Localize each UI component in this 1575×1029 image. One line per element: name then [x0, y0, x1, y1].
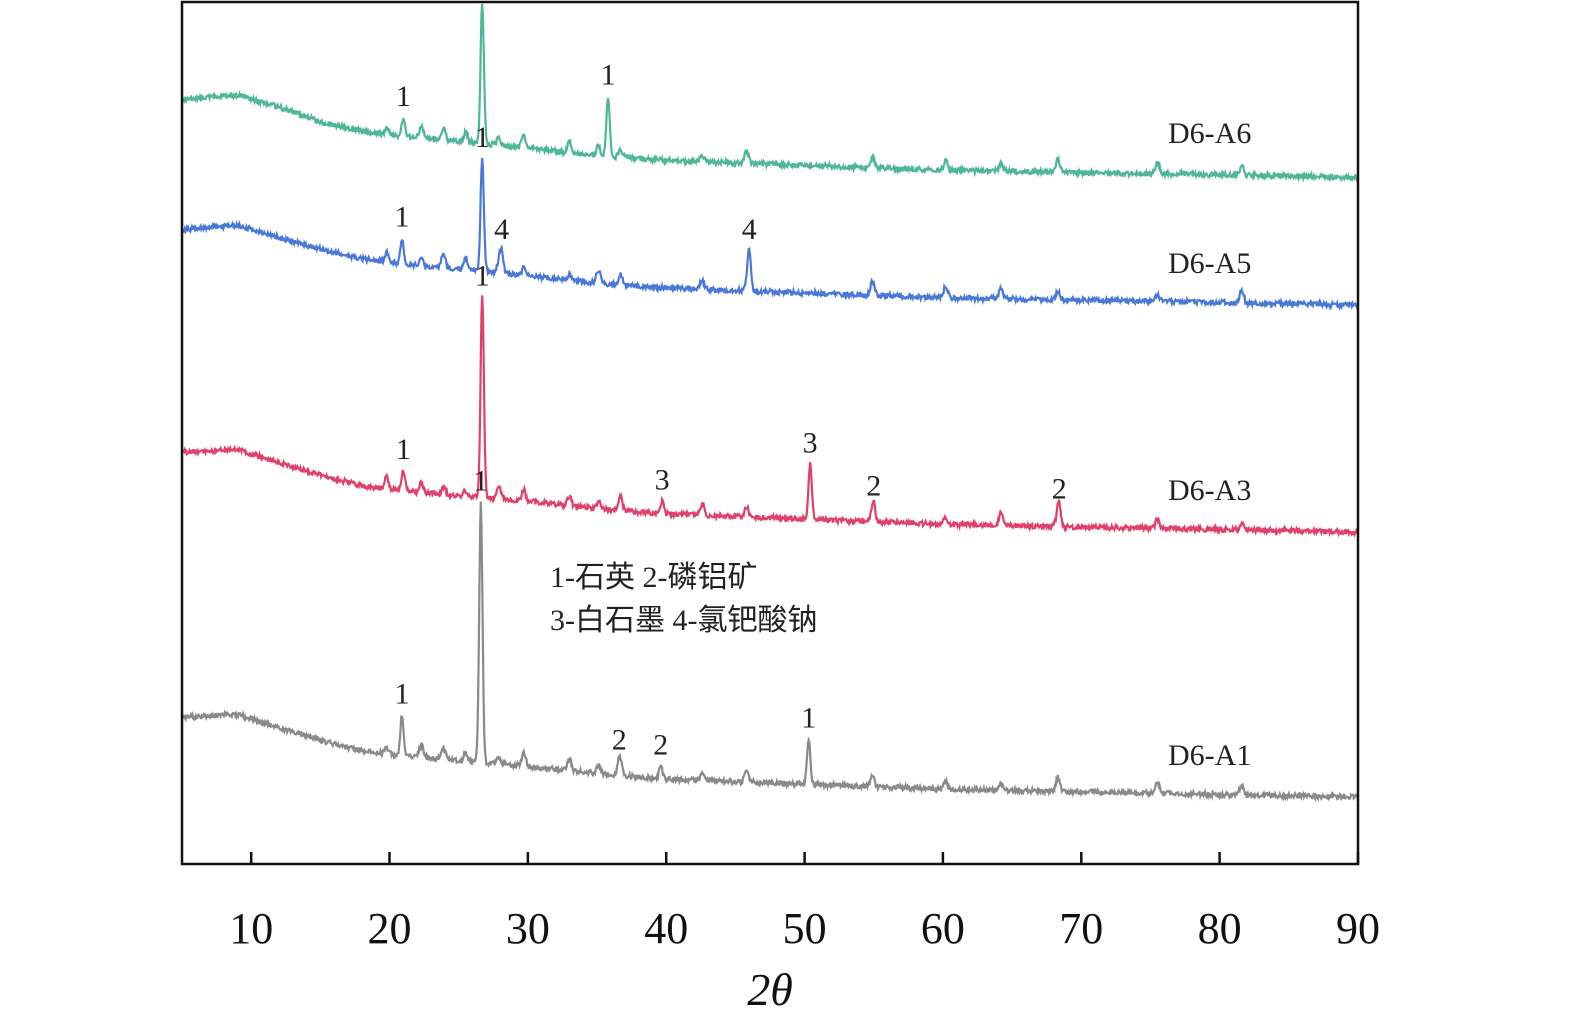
- x-ticks: [249, 852, 1360, 864]
- x-tick-label: 50: [783, 904, 827, 953]
- peak-label: 1: [473, 465, 488, 498]
- peak-label-layer: 111114411332211221: [395, 58, 1067, 762]
- x-tick-label: 20: [368, 904, 412, 953]
- plot-frame: [180, 0, 1360, 866]
- x-tick-label: 90: [1336, 904, 1380, 953]
- x-tick-label: 70: [1059, 904, 1103, 953]
- x-tick-label: 80: [1198, 904, 1242, 953]
- peak-label: 2: [866, 470, 881, 503]
- series-label-d6-a1: D6-A1: [1168, 739, 1251, 772]
- series-line-d6-a5: [180, 158, 1359, 311]
- peak-label: 1: [475, 121, 490, 154]
- x-tick-label: 30: [506, 904, 550, 953]
- peak-label: 2: [1052, 472, 1067, 505]
- peak-label: 3: [803, 426, 818, 459]
- x-tick-label: 60: [921, 904, 965, 953]
- peak-label: 4: [742, 213, 757, 246]
- x-axis-title: 2θ: [747, 964, 793, 1015]
- series-label-d6-a3: D6-A3: [1168, 474, 1251, 507]
- peak-label: 1: [475, 260, 490, 293]
- peak-label: 2: [612, 724, 627, 757]
- peak-label: 1: [395, 678, 410, 711]
- x-tick-label: 40: [644, 904, 688, 953]
- series-line-d6-a6: [180, 3, 1359, 183]
- series-line-d6-a3: [181, 295, 1360, 539]
- x-tick-label: 10: [229, 904, 273, 953]
- series-label-layer: D6-A6 D6-A5 D6-A3 D6-A1: [1168, 117, 1251, 772]
- peak-label: 1: [801, 701, 816, 734]
- x-tick-labels: 10 20 30 40 50 60 70 80 90: [229, 904, 1380, 953]
- peak-label: 1: [601, 58, 616, 91]
- peak-label: 3: [655, 464, 670, 497]
- legend-line-2: 3-白石墨 4-氯钯酸钠: [550, 604, 817, 637]
- peak-label: 1: [396, 433, 411, 466]
- series-line-d6-a1: [181, 501, 1359, 803]
- series-label-d6-a6: D6-A6: [1168, 117, 1251, 150]
- legend-line-1: 1-石英 2-磷铝矿: [550, 561, 757, 594]
- peak-label: 1: [396, 80, 411, 113]
- peak-label: 4: [494, 213, 509, 246]
- series-label-d6-a5: D6-A5: [1168, 247, 1251, 280]
- peak-label: 1: [395, 201, 410, 234]
- peak-label: 2: [653, 729, 668, 762]
- series-layer: [180, 3, 1360, 803]
